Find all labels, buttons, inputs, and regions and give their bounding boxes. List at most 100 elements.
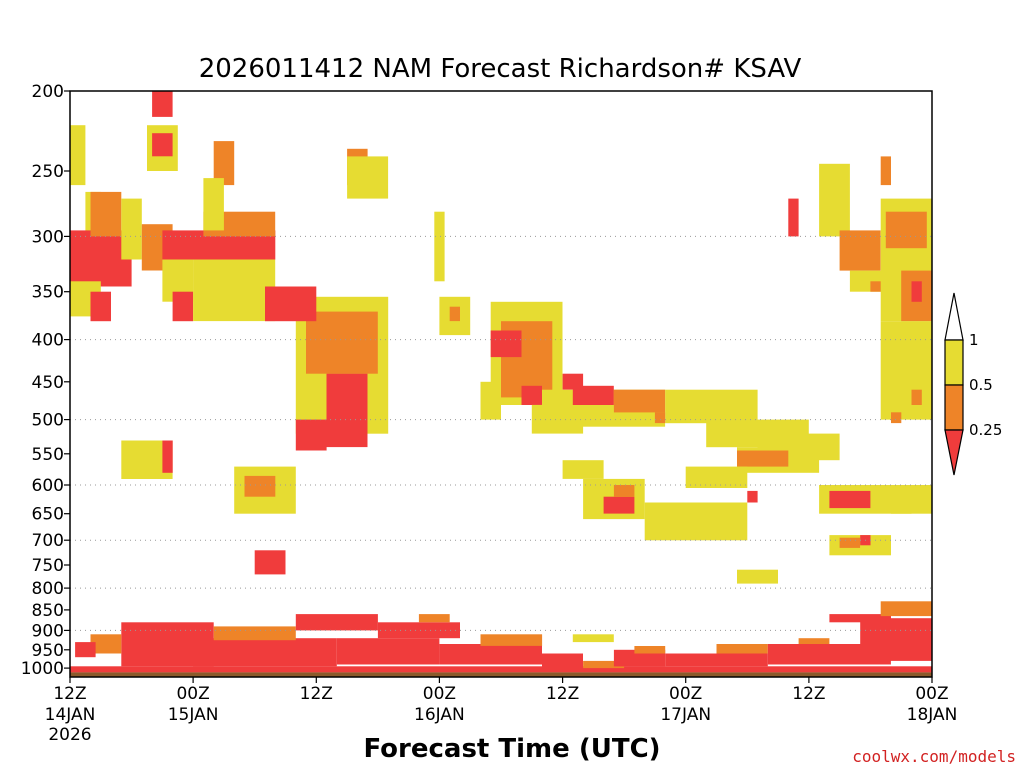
ri-region-31 (449, 306, 460, 322)
ri-region-76 (891, 412, 902, 424)
ri-region-87 (439, 644, 542, 665)
ri-region-50 (562, 460, 604, 479)
ri-region-92 (634, 646, 666, 654)
x-axis-label: Forecast Time (UTC) (363, 734, 660, 764)
legend: 1 0.5 0.25 (944, 292, 1002, 476)
ri-region-63 (737, 569, 778, 584)
ri-region-17 (203, 178, 224, 231)
y-tick-label-350: 350 (32, 283, 64, 303)
y-tick-label-850: 850 (32, 601, 64, 621)
ri-region-96 (767, 644, 891, 665)
y-tick-label-650: 650 (32, 505, 64, 525)
legend-label-0: 1 (969, 331, 979, 349)
ri-region-67 (870, 281, 891, 292)
ri-region-24 (347, 156, 389, 199)
x-tick-date-7: 18JAN (907, 705, 958, 725)
ri-region-26 (244, 475, 276, 497)
ri-region-29 (162, 440, 173, 473)
ri-region-85 (377, 622, 460, 639)
ri-region-5 (90, 291, 111, 322)
legend-label-1: 0.5 (969, 376, 993, 394)
ri-region-52 (603, 496, 635, 514)
ri-region-21 (295, 419, 327, 451)
y-tick-label-300: 300 (32, 227, 64, 247)
ri-region-94 (665, 653, 768, 667)
ri-region-32 (434, 211, 445, 282)
ri-region-49 (685, 466, 748, 488)
ri-region-35 (490, 330, 522, 358)
ri-region-100 (880, 601, 932, 617)
x-tick-date-0: 14JAN (45, 705, 96, 725)
ri-region-8 (152, 91, 173, 117)
ri-region-55 (747, 490, 758, 503)
ri-region-14 (172, 291, 194, 322)
ri-region-59 (891, 485, 932, 514)
x-tick-year-0: 2026 (48, 725, 91, 745)
y-tick-label-450: 450 (32, 373, 64, 393)
y-tick-label-900: 900 (32, 621, 64, 641)
chart-title: 2026011412 NAM Forecast Richardson# KSAV (199, 54, 802, 84)
ri-region-69 (885, 211, 927, 249)
ri-region-80 (75, 642, 96, 658)
ri-region-57 (829, 490, 871, 509)
ri-region-75 (911, 389, 922, 405)
ri-region-86 (418, 614, 450, 623)
ri-region-6 (121, 198, 142, 260)
x-tick-time-7: 00Z (915, 684, 948, 704)
ri-region-98 (860, 618, 932, 661)
ri-region-82 (213, 626, 296, 641)
ri-region-73 (788, 198, 799, 237)
x-tick-date-5: 17JAN (660, 705, 711, 725)
y-tick-label-700: 700 (32, 531, 64, 551)
ri-region-16 (213, 141, 235, 186)
ri-region-44 (654, 412, 666, 424)
y-tick-label-600: 600 (32, 476, 64, 496)
y-tick-label-250: 250 (32, 162, 64, 182)
ri-region-79 (90, 634, 122, 654)
y-tick-label-200: 200 (32, 82, 64, 102)
ri-region-81 (193, 638, 337, 667)
ri-region-3 (90, 191, 122, 237)
ri-region-89 (542, 653, 583, 669)
ri-region-0 (70, 125, 86, 186)
ri-region-61 (839, 537, 861, 548)
legend-arrow-top (944, 292, 964, 341)
y-axis: 200 250 300 350 400 450 500 550 600 650 700 750 8008… (21, 82, 70, 679)
ri-region-83 (295, 614, 378, 631)
y-tick-label-950: 950 (32, 641, 64, 661)
ri-region-91 (613, 649, 666, 667)
ri-region-72 (880, 156, 891, 186)
x-tick-time-3: 00Z (423, 684, 456, 704)
y-tick-label-550: 550 (32, 445, 64, 465)
legend-swatch-0 (944, 339, 964, 386)
ri-region-42 (562, 373, 584, 390)
x-tick-time-1: 00Z (176, 684, 209, 704)
y-tick-label-750: 750 (32, 556, 64, 576)
ri-region-27 (254, 550, 286, 575)
y-tick-label-400: 400 (32, 331, 64, 351)
x-tick-time-6: 12Z (792, 684, 825, 704)
x-tick-date-1: 15JAN (168, 705, 219, 725)
plot-area (70, 91, 932, 677)
ri-region-37 (480, 381, 501, 420)
ri-region-20 (326, 373, 368, 448)
y-tick-label-1000: 1000 (21, 659, 64, 679)
legend-label-2: 0.25 (969, 421, 1002, 439)
legend-swatch-1 (944, 384, 964, 431)
ri-region-77 (70, 666, 932, 673)
ri-region-15 (193, 259, 276, 322)
ri-region-36 (521, 385, 542, 405)
ri-region-74 (880, 321, 932, 420)
ri-region-93 (572, 634, 614, 643)
ri-region-40 (572, 385, 614, 405)
ri-region-53 (613, 485, 635, 497)
ground-strip (70, 672, 932, 677)
ri-region-64 (819, 163, 850, 237)
y-tick-label-800: 800 (32, 579, 64, 599)
ri-region-22 (265, 286, 317, 322)
ri-region-88 (480, 634, 543, 646)
legend-arrow-bottom (944, 429, 964, 476)
y-tick-label-500: 500 (32, 411, 64, 431)
